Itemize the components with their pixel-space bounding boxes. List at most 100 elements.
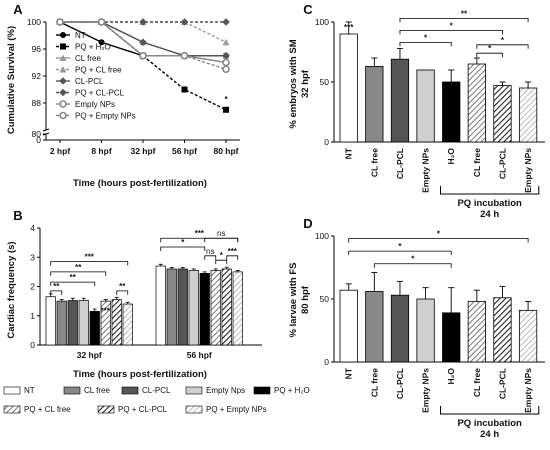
panel-a-label: A [13, 2, 23, 17]
panel-c-label: C [303, 2, 313, 17]
group-bracket [440, 186, 540, 195]
legend-label: PQ + Empty NPs [75, 112, 136, 121]
significance-label: ** [119, 282, 126, 291]
legend-label: Empty Nps [206, 386, 245, 395]
significance-bracket [348, 238, 529, 243]
legend-marker [59, 77, 67, 85]
y-tick-label: 88 [32, 98, 42, 108]
x-tick-label: Empty NPs [523, 368, 533, 413]
legend-marker [60, 32, 66, 38]
significance-label: ** [461, 9, 468, 18]
x-tick-label: 32 hpf [77, 350, 102, 360]
legend-swatch [97, 405, 115, 414]
data-point [181, 86, 188, 93]
legend-swatch [121, 386, 139, 395]
legend-marker [59, 66, 67, 73]
data-point [222, 18, 230, 26]
bar [442, 312, 461, 363]
panel-d-y-axis-label: % larvae with FS [288, 263, 299, 338]
significance-label: ** [70, 273, 77, 282]
legend-label: PQ + H₂O [75, 43, 111, 52]
significance-label: *** [195, 229, 205, 238]
legend-swatch [3, 405, 21, 414]
data-point [180, 18, 189, 26]
legend-swatch [63, 386, 81, 395]
y-tick-label: 96 [32, 44, 42, 54]
significance-bracket [476, 52, 503, 58]
bar [518, 87, 538, 143]
legend-swatch [3, 386, 21, 395]
data-point [139, 18, 147, 26]
legend-swatch [185, 405, 203, 414]
legend-label: NT [75, 31, 86, 40]
x-tick-label: 56 hpf [172, 146, 197, 156]
significance-label: * [181, 238, 185, 247]
axis-break-mark [42, 128, 50, 132]
y-tick-label: 0 [324, 137, 329, 147]
x-tick-label: NT [344, 147, 354, 159]
y-tick-label: 0 [324, 357, 329, 367]
bar [390, 294, 410, 363]
significance-label: *** [101, 306, 111, 315]
panel-b-x-axis-label: Time (hours post-fertilization) [73, 369, 207, 380]
bar [89, 311, 100, 346]
bar [493, 85, 512, 143]
data-point [222, 38, 230, 46]
significance-bracket [399, 18, 529, 23]
x-tick-label: CL free [472, 368, 482, 397]
legend-swatch [253, 386, 271, 395]
significance-bracket [116, 290, 129, 295]
series-line [60, 21, 227, 70]
panel-d-label: D [303, 216, 312, 231]
legend-label: PQ + Empty NPs [206, 405, 267, 414]
significance-bracket [160, 246, 206, 252]
data-point [56, 18, 64, 26]
bar [210, 270, 221, 346]
group-sublabel: 24 h [480, 209, 499, 220]
group-label: PQ incubation [457, 198, 522, 209]
significance-label: *** [85, 253, 95, 262]
significance-label: * [224, 95, 228, 104]
significance-bracket [50, 281, 96, 287]
bar [442, 81, 461, 143]
legend-label: CL-PCL [142, 386, 171, 395]
y-tick-label: 100 [315, 17, 329, 27]
x-tick-label: CL-PCL [395, 368, 405, 399]
panel-a-plot: 080 88 92 96 100 2 hpf 8 hpf 32 hpf 56 hpf 80 hpf… [27, 17, 240, 156]
legend-label: Empty NPs [75, 100, 115, 109]
bar [493, 297, 512, 363]
significance-label: *** [344, 23, 354, 32]
y-tick-label: 100 [27, 17, 41, 27]
significance-label: * [411, 255, 415, 264]
legend-marker [59, 88, 67, 97]
y-tick-label: 50 [320, 294, 330, 304]
significance-label: *** [228, 247, 238, 256]
legend-marker [59, 100, 67, 108]
x-tick-label: 8 hpf [91, 146, 111, 156]
panel-d-y-axis-sublabel: 80 hpf [300, 285, 311, 314]
significance-bracket [50, 261, 129, 266]
y-tick-label: 92 [32, 71, 42, 81]
bar [67, 300, 78, 346]
x-tick-label: Empty NPs [421, 368, 431, 413]
panel-a-x-axis-label: Time (hours post-fertilization) [73, 178, 207, 189]
bar [56, 300, 67, 346]
significance-bracket [373, 263, 452, 268]
group-label: PQ incubation [457, 418, 522, 429]
x-tick-label: 2 hpf [50, 146, 70, 156]
significance-label: ** [53, 282, 60, 291]
significance-label: ** [75, 263, 82, 272]
group-sublabel: 24 h [480, 429, 499, 440]
panel-c-y-axis-sublabel: 32 hpf [300, 69, 311, 98]
significance-bracket [204, 255, 217, 260]
panel-b: B Cardiac frequency (s) Time (hours post… [3, 208, 310, 414]
significance-label: * [501, 36, 505, 45]
significance-label: ns [217, 229, 225, 238]
x-tick-label: Empty NPs [523, 148, 533, 193]
x-tick-label: 32 hpf [130, 146, 155, 156]
bar [166, 268, 177, 346]
panel-d-plot: 0 50 100 NT CL free CL-PCL Empty NPs H₂O CL free… [315, 230, 545, 440]
bar [365, 66, 384, 143]
